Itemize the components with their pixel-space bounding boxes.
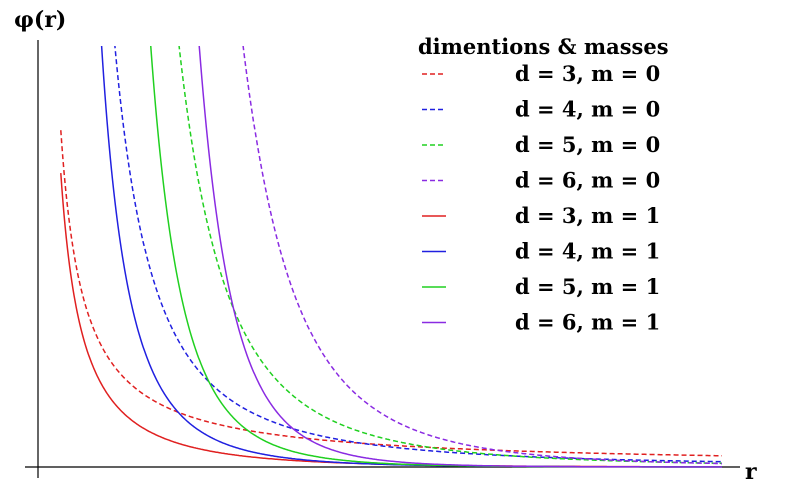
legend-label-6: d = 4, m = 1 — [515, 239, 660, 264]
legend-label-5: d = 3, m = 1 — [515, 203, 660, 228]
legend-label-7: d = 5, m = 1 — [515, 274, 660, 299]
legend-label-2: d = 4, m = 0 — [515, 97, 660, 122]
legend-label-1: d = 3, m = 0 — [515, 61, 660, 86]
legend-label-4: d = 6, m = 0 — [515, 168, 660, 193]
x-axis-label: r — [745, 459, 757, 485]
series-line-8 — [198, 46, 722, 468]
series-line-4 — [242, 46, 722, 465]
legend-label-3: d = 5, m = 0 — [515, 132, 660, 157]
series-line-1 — [60, 130, 722, 457]
legend-label-8: d = 6, m = 1 — [515, 310, 660, 335]
y-axis-label: φ(r) — [14, 7, 66, 33]
series-curves — [60, 46, 722, 468]
legend-title: dimentions & masses — [418, 34, 669, 59]
legend: dimentions & masses d = 3, m = 0 d = 4, m… — [418, 34, 669, 335]
